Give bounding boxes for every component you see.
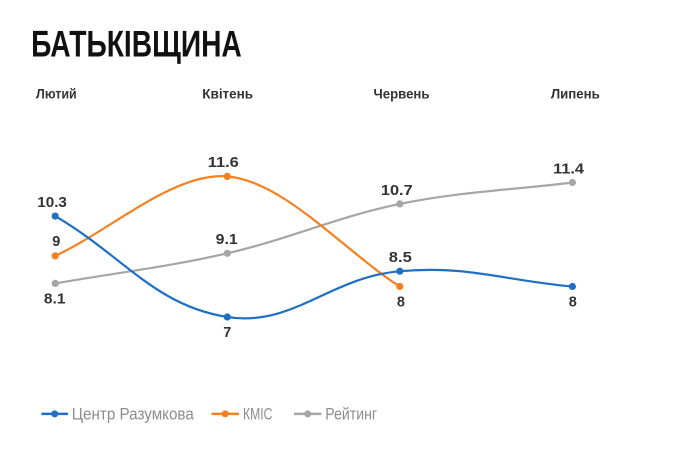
svg-text:Червень: Червень — [374, 86, 430, 102]
svg-text:БАТЬКІВЩИНА: БАТЬКІВЩИНА — [31, 23, 242, 64]
svg-text:8.5: 8.5 — [389, 250, 412, 266]
svg-text:8: 8 — [397, 295, 405, 311]
svg-text:Липень: Липень — [551, 86, 600, 102]
svg-text:Квітень: Квітень — [202, 86, 253, 102]
svg-text:8.1: 8.1 — [44, 291, 66, 307]
svg-text:11.4: 11.4 — [553, 162, 584, 178]
svg-text:9.1: 9.1 — [216, 232, 238, 248]
svg-text:10.3: 10.3 — [37, 195, 67, 211]
svg-text:Центр Разумкова: Центр Разумкова — [72, 405, 195, 423]
svg-text:7: 7 — [223, 325, 231, 341]
svg-text:11.6: 11.6 — [208, 155, 239, 171]
svg-text:10.7: 10.7 — [381, 183, 413, 199]
svg-text:9: 9 — [52, 234, 60, 250]
svg-text:КМІС: КМІС — [243, 405, 272, 423]
svg-text:Лютий: Лютий — [36, 86, 77, 102]
svg-text:Рейтинг: Рейтинг — [325, 405, 377, 423]
svg-text:8: 8 — [569, 295, 577, 311]
